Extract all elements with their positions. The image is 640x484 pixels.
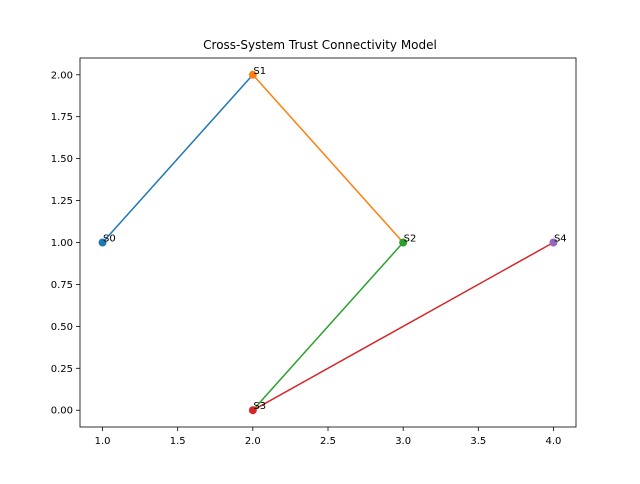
nodes-layer — [98, 70, 558, 415]
node-label-s1: S1 — [253, 66, 266, 77]
node-label-s2: S2 — [404, 234, 417, 245]
edges-layer — [101, 74, 554, 411]
edge-s1-s2 — [252, 74, 404, 244]
y-tick-label: 0.75 — [51, 280, 73, 291]
node-point-s0 — [98, 238, 107, 247]
x-tick-label: 2.0 — [245, 436, 261, 447]
x-tick-label: 4.0 — [546, 436, 562, 447]
y-tick-label: 0.25 — [51, 364, 73, 375]
y-axis: 0.00 0.25 0.50 0.75 1.00 1.25 1.50 1.75 2.00 — [51, 70, 80, 417]
node-labels-layer: S0 S1 S2 S3 S4 — [103, 66, 567, 412]
node-point-s1 — [248, 70, 257, 79]
node-label-s0: S0 — [103, 234, 116, 245]
edge-s2-s3 — [252, 241, 404, 411]
node-point-s4 — [549, 238, 558, 247]
x-tick-label: 1.5 — [170, 436, 186, 447]
x-tick-label: 1.0 — [95, 436, 111, 447]
x-tick-label: 3.5 — [470, 436, 486, 447]
y-tick-label: 1.75 — [51, 112, 73, 123]
x-tick-label: 3.0 — [395, 436, 411, 447]
edge-s3-s4 — [252, 241, 554, 411]
x-axis: 1.0 1.5 2.0 2.5 3.0 3.5 4.0 — [95, 427, 562, 447]
node-label-s4: S4 — [554, 234, 567, 245]
y-tick-label: 2.00 — [51, 70, 73, 81]
edge-s0-s1 — [101, 74, 254, 244]
node-point-s2 — [399, 238, 408, 247]
y-tick-label: 1.25 — [51, 196, 73, 207]
node-label-s3: S3 — [253, 401, 266, 412]
y-tick-label: 0.00 — [51, 406, 73, 417]
y-tick-label: 0.50 — [51, 322, 73, 333]
plot-frame — [79, 57, 577, 428]
chart-title: Cross-System Trust Connectivity Model — [203, 38, 437, 52]
node-point-s3 — [248, 406, 257, 415]
x-tick-label: 2.5 — [320, 436, 336, 447]
y-tick-label: 1.00 — [51, 238, 73, 249]
y-tick-label: 1.50 — [51, 154, 73, 165]
